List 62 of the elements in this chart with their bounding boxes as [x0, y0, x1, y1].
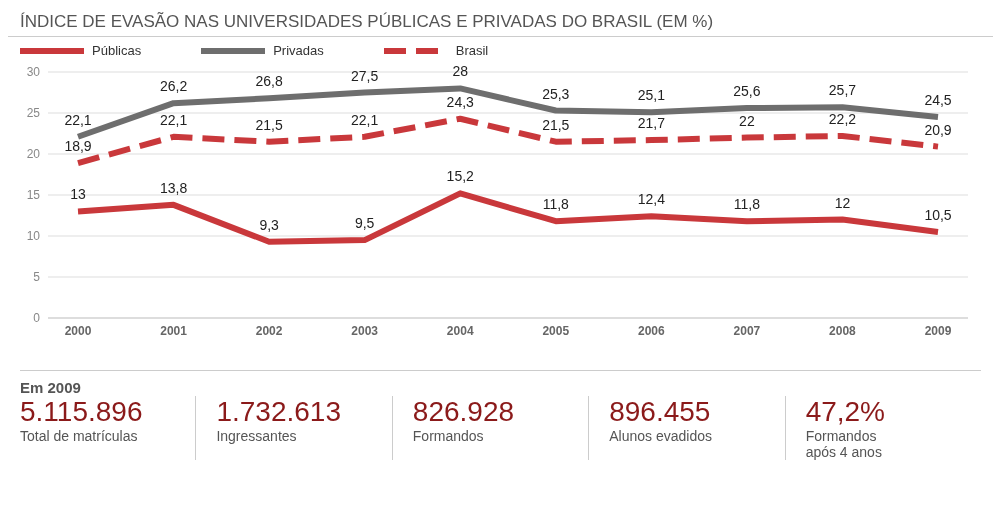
- data-label: 21,5: [542, 116, 570, 133]
- x-tick-label: 2007: [733, 323, 761, 338]
- legend-label: Privadas: [273, 43, 324, 58]
- x-tick-label: 2003: [351, 323, 379, 338]
- text: Alunos evadidos: [609, 428, 713, 444]
- text: Em 2009: [20, 379, 82, 396]
- data-label: 12: [834, 194, 851, 211]
- data-label: 24,5: [924, 92, 952, 109]
- data-label: 28: [452, 63, 469, 80]
- text: 5.115.896: [20, 396, 144, 428]
- data-label: 18,9: [64, 138, 92, 155]
- x-tick-label: 2000: [64, 323, 92, 338]
- data-label: 25,6: [733, 83, 761, 100]
- data-label: 22,1: [351, 111, 379, 128]
- data-label: 22,1: [64, 111, 92, 128]
- data-label: 21,7: [637, 115, 666, 132]
- y-tick-label: 30: [26, 65, 41, 80]
- x-tick-label: 2004: [446, 323, 474, 338]
- x-tick-label: 2001: [160, 323, 188, 338]
- data-label: 20,9: [924, 121, 952, 138]
- data-label: 15,2: [446, 168, 475, 185]
- legend-label: Brasil: [455, 43, 489, 58]
- data-label: 25,7: [828, 82, 857, 99]
- text: Ingressantes: [216, 428, 298, 444]
- data-label: 11,8: [733, 196, 761, 213]
- y-tick-label: 20: [26, 147, 41, 162]
- y-tick-label: 10: [26, 229, 41, 244]
- legend-label: Públicas: [92, 43, 142, 58]
- data-label: 25,1: [637, 87, 666, 104]
- x-tick-label: 2008: [829, 323, 857, 338]
- data-label: 13: [70, 186, 86, 203]
- data-label: 9,3: [259, 216, 280, 233]
- data-label: 24,3: [446, 93, 475, 110]
- x-tick-label: 2006: [637, 323, 665, 338]
- data-label: 22,2: [828, 110, 857, 127]
- y-tick-label: 15: [26, 188, 41, 203]
- x-tick-label: 2009: [924, 323, 952, 338]
- text: 47,2%: [805, 396, 887, 428]
- text: 826.928: [412, 396, 516, 428]
- data-label: 11,8: [542, 196, 570, 213]
- data-label: 26,2: [159, 78, 188, 95]
- chart-title: ÍNDICE DE EVASÃO NAS UNIVERSIDADES PÚBLICAS E PRIVADAS DO BRASIL (EM %): [8, 8, 993, 37]
- y-tick-label: 0: [33, 311, 41, 326]
- text: Total de matrículas: [20, 428, 139, 444]
- data-label: 27,5: [351, 67, 379, 84]
- data-label: 25,3: [542, 85, 570, 102]
- data-label: 22,1: [159, 111, 188, 128]
- x-tick-label: 2002: [255, 323, 283, 338]
- data-label: 12,4: [637, 191, 666, 208]
- data-label: 21,5: [255, 116, 283, 133]
- data-label: 9,5: [354, 215, 375, 232]
- text: Formandos após 4 anos: [805, 428, 883, 460]
- text: Formandos: [412, 428, 485, 444]
- data-label: 22: [739, 112, 755, 129]
- y-tick-label: 25: [26, 106, 41, 121]
- text: 1.732.613: [216, 396, 342, 428]
- data-label: 10,5: [924, 206, 952, 223]
- x-tick-label: 2005: [542, 323, 570, 338]
- data-label: 26,8: [255, 73, 283, 90]
- data-label: 13,8: [159, 179, 188, 196]
- y-tick-label: 5: [33, 270, 41, 285]
- text: 896.455: [609, 396, 712, 428]
